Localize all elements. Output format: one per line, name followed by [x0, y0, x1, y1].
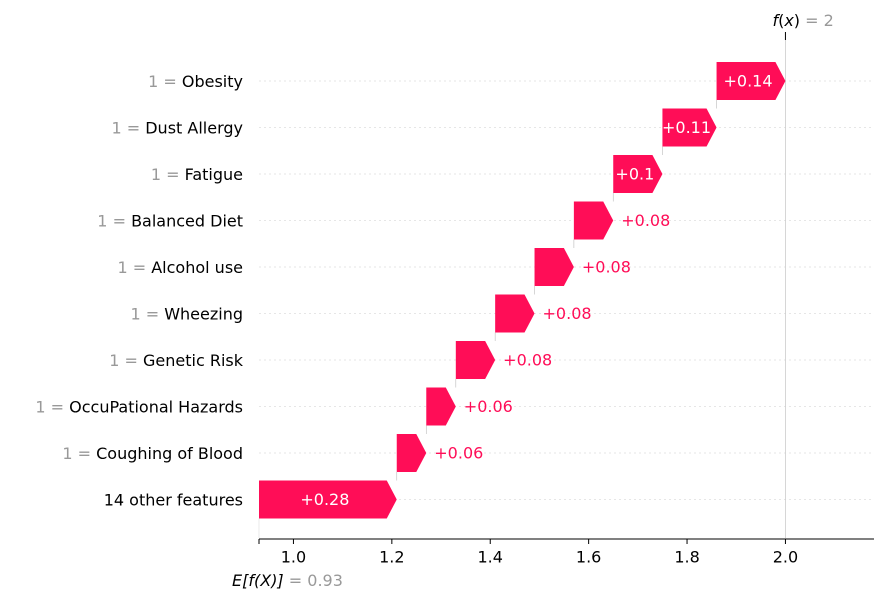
contribution-bar [534, 248, 574, 286]
data-label: +0.1 [615, 165, 654, 184]
contribution-bar [259, 480, 397, 519]
data-label: +0.08 [621, 211, 670, 230]
feature-label: 1 = Wheezing [130, 304, 243, 323]
contribution-bar [662, 108, 717, 147]
feature-label: 1 = Coughing of Blood [62, 444, 243, 463]
feature-label: 1 = Dust Allergy [111, 118, 243, 137]
x-tick-label: 1.8 [674, 548, 699, 567]
feature-label: 14 other features [104, 490, 243, 509]
base-value-label: E[f(X)] = 0.93 [232, 571, 343, 590]
x-tick-label: 1.2 [379, 548, 404, 567]
contribution-bar [426, 387, 456, 426]
feature-label: 1 = Genetic Risk [109, 351, 243, 370]
feature-label: 1 = Fatigue [151, 165, 243, 184]
contribution-bar [495, 294, 535, 333]
contribution-bar [455, 341, 496, 379]
data-label: +0.14 [723, 72, 772, 91]
x-tick-label: 1.6 [576, 548, 601, 567]
contribution-bar [396, 434, 427, 472]
feature-label: 1 = Balanced Diet [97, 211, 243, 230]
feature-label: 1 = Obesity [148, 72, 243, 91]
data-label: +0.08 [543, 304, 592, 323]
data-label: +0.08 [582, 258, 631, 277]
feature-label: 1 = OccuPational Hazards [35, 397, 243, 416]
data-label: +0.28 [300, 490, 349, 509]
x-tick-label: 1.4 [478, 548, 503, 567]
data-label: +0.06 [464, 397, 513, 416]
x-tick-label: 1.0 [281, 548, 306, 567]
contribution-bar [613, 155, 663, 193]
data-label: +0.11 [662, 118, 711, 137]
output-value-label: f(x) = 2 [772, 11, 833, 30]
contribution-bar [716, 62, 786, 100]
x-tick-label: 2.0 [773, 548, 798, 567]
data-label: +0.06 [434, 444, 483, 463]
feature-label: 1 = Alcohol use [117, 258, 243, 277]
data-label: +0.08 [503, 351, 552, 370]
contribution-bar [573, 201, 614, 240]
